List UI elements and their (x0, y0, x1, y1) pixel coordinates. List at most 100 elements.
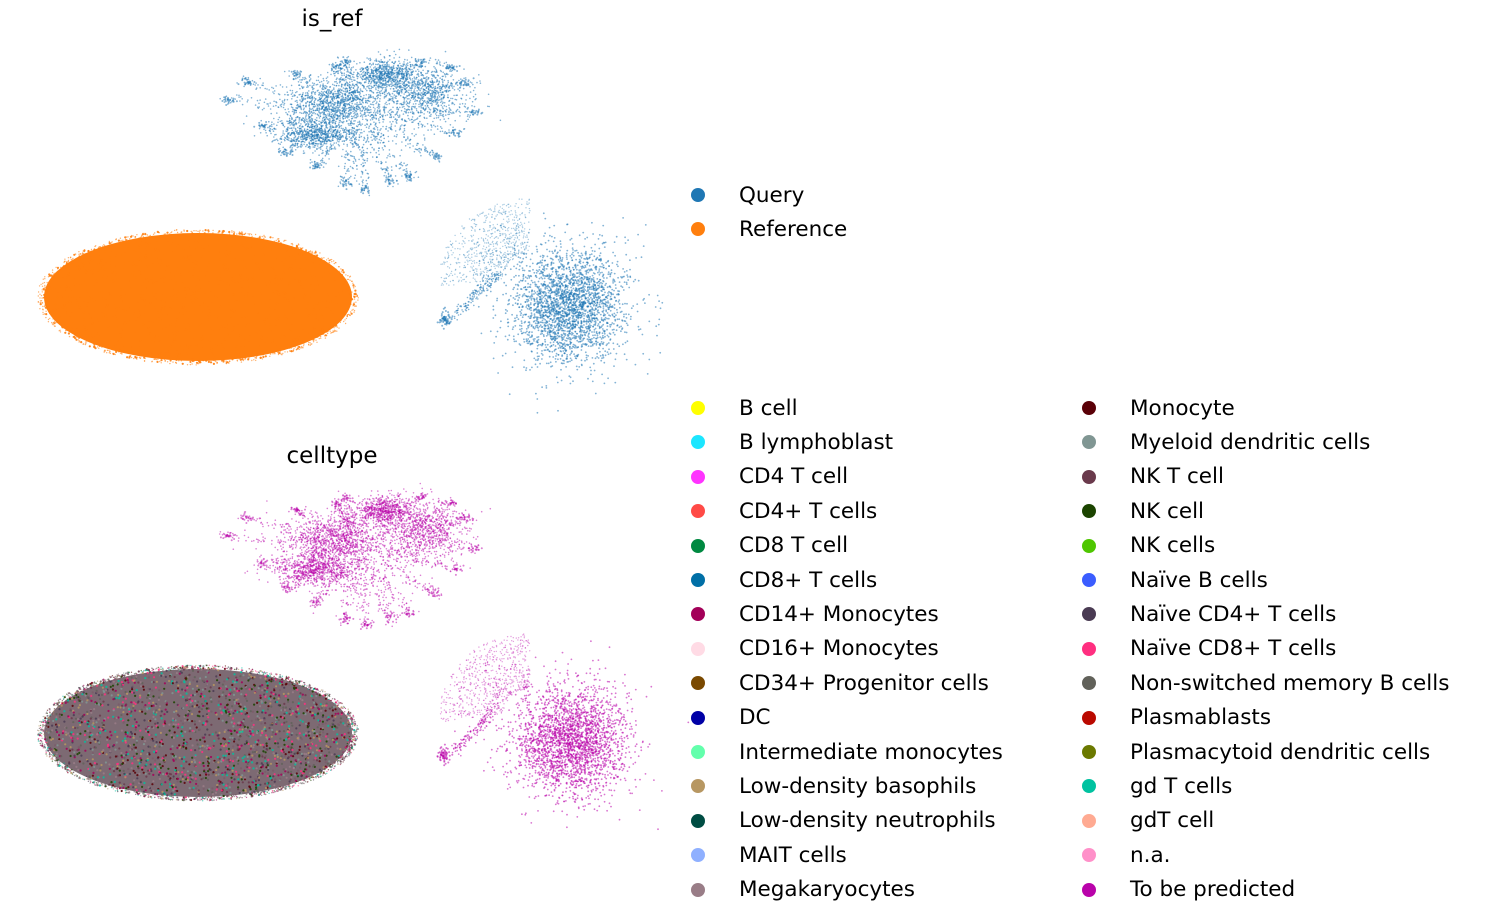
scatter-point (316, 302, 319, 305)
scatter-point (114, 254, 117, 257)
scatter-point (372, 96, 374, 98)
scatter-point (364, 81, 366, 83)
scatter-point (345, 112, 348, 114)
scatter-point (298, 348, 301, 350)
scatter-point (335, 133, 338, 135)
scatter-point (438, 91, 440, 93)
scatter-point (334, 325, 337, 328)
scatter-point (320, 300, 323, 303)
scatter-point (424, 65, 427, 68)
scatter-point (385, 67, 388, 70)
scatter-point (346, 95, 349, 97)
scatter-point (388, 75, 390, 78)
scatter-point (327, 307, 330, 310)
scatter-point (375, 81, 377, 84)
scatter-point (289, 89, 292, 92)
scatter-point (153, 306, 156, 309)
scatter-point (89, 333, 92, 336)
scatter-point (342, 90, 345, 92)
scatter-point (393, 50, 396, 53)
scatter-point (316, 148, 318, 151)
scatter-point (301, 345, 303, 348)
scatter-point (426, 76, 428, 78)
scatter-point (332, 144, 334, 146)
scatter-point (93, 344, 95, 346)
scatter-point (330, 73, 332, 76)
scatter-point (122, 344, 125, 347)
scatter-point (143, 360, 146, 362)
scatter-point (263, 237, 265, 240)
scatter-point (290, 84, 293, 87)
scatter-point (325, 110, 328, 112)
scatter-point (354, 293, 357, 296)
scatter-point (244, 236, 248, 239)
scatter-point (225, 360, 227, 362)
scatter-point (299, 130, 302, 132)
scatter-point (305, 134, 308, 137)
scatter-point (334, 74, 336, 77)
scatter-point (130, 356, 133, 359)
scatter-point (224, 327, 227, 330)
scatter-point (197, 245, 200, 248)
scatter-point (351, 309, 353, 311)
scatter-point (385, 65, 387, 68)
scatter-point (317, 105, 319, 107)
scatter-point (448, 104, 450, 106)
scatter-point (105, 305, 108, 308)
scatter-point (81, 312, 84, 315)
scatter-point (146, 246, 149, 249)
scatter-point (297, 247, 300, 249)
scatter-point (234, 255, 237, 259)
scatter-point (143, 313, 146, 316)
scatter-point (267, 317, 270, 320)
scatter-point (320, 74, 322, 76)
scatter-point (175, 350, 179, 353)
scatter-point (290, 127, 293, 130)
scatter-point (351, 129, 353, 131)
scatter-point (174, 238, 177, 241)
scatter-point (322, 270, 325, 273)
scatter-point (268, 307, 271, 310)
scatter-point (364, 115, 367, 117)
scatter-point (322, 333, 324, 335)
scatter-point (280, 338, 283, 341)
scatter-point (247, 323, 250, 326)
scatter-point (370, 130, 372, 133)
scatter-point (361, 123, 364, 125)
scatter-point (66, 329, 68, 332)
scatter-point (343, 111, 346, 113)
scatter-point (362, 107, 365, 109)
scatter-point (299, 105, 302, 108)
scatter-point (403, 61, 405, 63)
scatter-point (142, 282, 145, 285)
scatter-point (115, 350, 118, 353)
scatter-point (268, 297, 272, 300)
scatter-point (210, 347, 213, 350)
scatter-point (434, 97, 436, 100)
scatter-point (46, 305, 48, 308)
scatter-point (257, 237, 259, 239)
scatter-point (438, 81, 441, 83)
scatter-point (201, 337, 204, 340)
scatter-point (426, 110, 429, 113)
scatter-point (293, 277, 297, 280)
scatter-point (228, 337, 231, 340)
scatter-point (330, 95, 332, 98)
scatter-point (170, 340, 173, 344)
scatter-point (319, 94, 322, 97)
scatter-point (363, 109, 366, 112)
scatter-point (157, 278, 160, 281)
scatter-point (405, 100, 408, 102)
scatter-point (73, 283, 76, 286)
scatter-point (287, 108, 290, 110)
scatter-point (418, 103, 420, 106)
scatter-point (39, 297, 41, 299)
scatter-point (87, 313, 90, 316)
scatter-point (334, 107, 336, 109)
scatter-point (43, 281, 46, 284)
scatter-point (312, 341, 315, 343)
scatter-point (152, 261, 155, 264)
scatter-point (338, 327, 340, 329)
scatter-point (334, 122, 337, 125)
scatter-point (391, 61, 394, 64)
